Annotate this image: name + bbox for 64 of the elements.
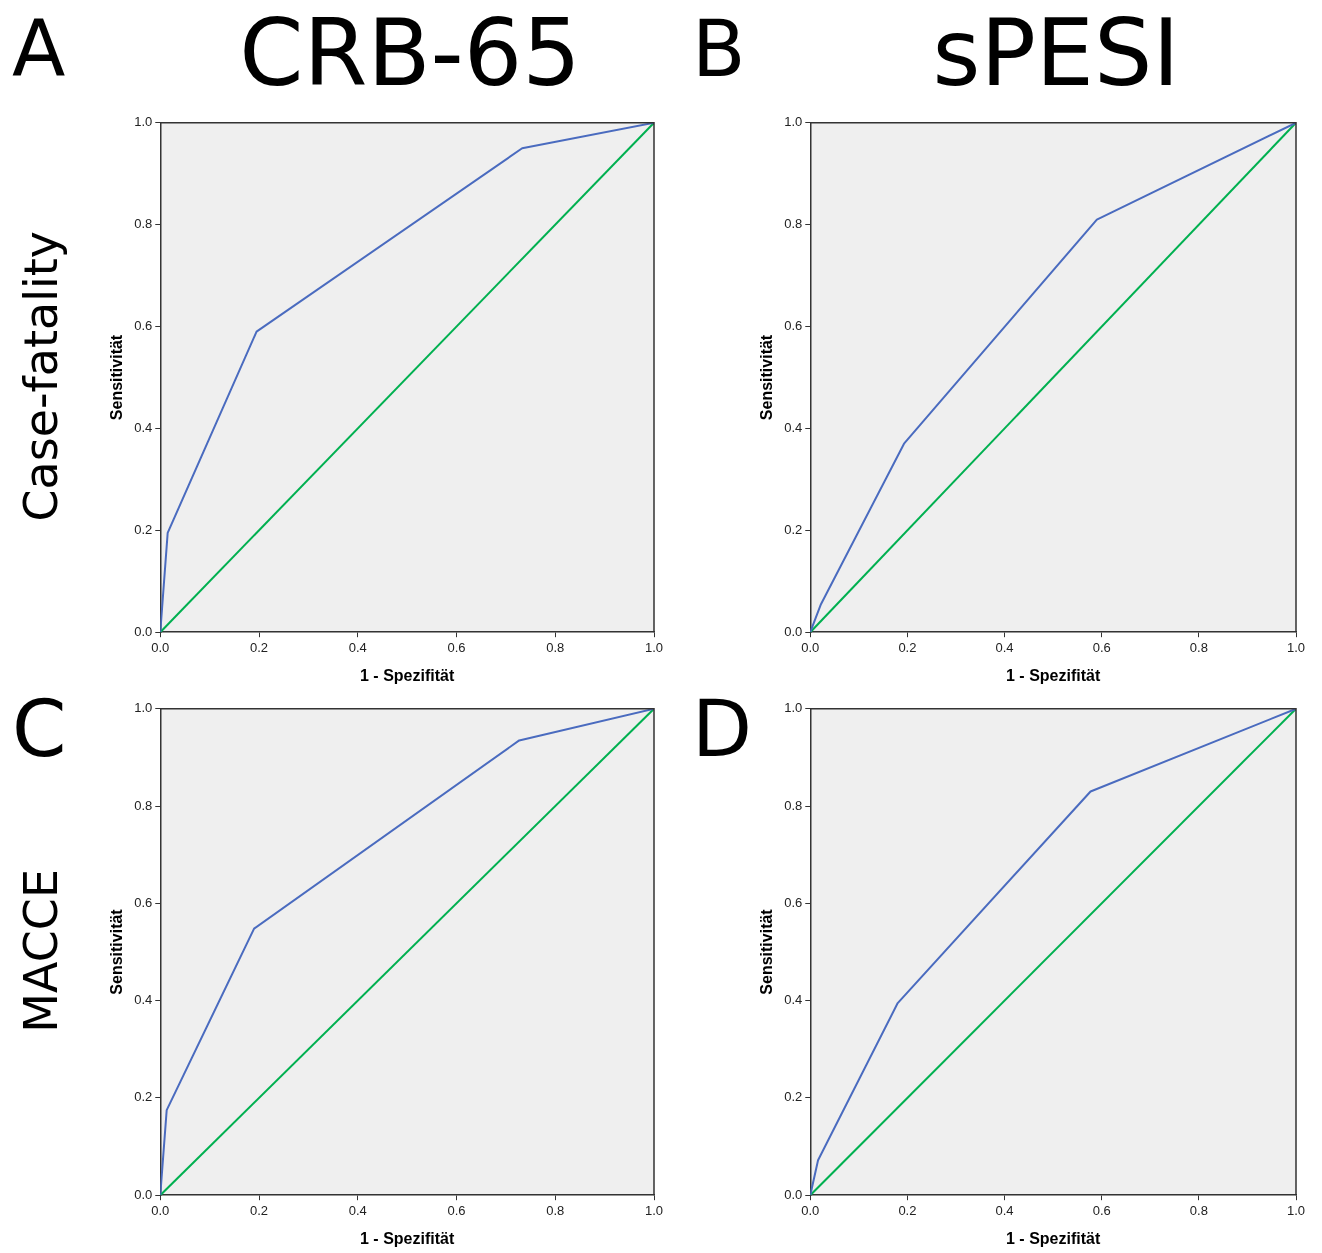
text: D: [692, 684, 753, 774]
x-tick-label: 0.2: [249, 639, 269, 655]
y-tick-label: 0.4: [784, 992, 803, 1008]
y-tick-label: 0.2: [784, 1089, 803, 1105]
y-tick-label: 0.6: [134, 894, 153, 910]
chart-title: CRB-65: [238, 0, 582, 107]
x-tick-label: 0.0: [801, 639, 820, 655]
x-tick-label: 0.6: [447, 639, 466, 655]
y-tick-label: 0.0: [784, 1186, 803, 1202]
y-tick-label: 0.6: [784, 318, 803, 334]
x-tick-label: 0.4: [995, 639, 1014, 655]
y-tick-label: 1.0: [784, 114, 803, 130]
x-tick-label: 0.2: [898, 639, 917, 655]
x-tick-label: 0.8: [1189, 1202, 1208, 1218]
x-axis-title: 1 - Spezifität: [1006, 1229, 1101, 1247]
y-tick-label: 0.0: [784, 623, 803, 639]
x-axis-title: 1 - Spezifität: [360, 1229, 455, 1247]
chart-title: sPESI: [931, 0, 1181, 107]
y-axis-title: Sensitivität: [758, 908, 776, 995]
y-tick-label: 0.4: [134, 420, 153, 436]
y-tick-label: 0.8: [784, 797, 803, 813]
y-tick-label: 0.4: [134, 992, 153, 1008]
y-axis-title: Sensitivität: [108, 334, 126, 421]
y-tick-label: 0.8: [134, 216, 153, 232]
x-tick-label: 0.8: [546, 1202, 565, 1218]
text: Case-fatality: [14, 230, 68, 522]
y-tick-label: 0.4: [784, 420, 803, 436]
x-tick-label: 1.0: [1286, 1202, 1306, 1218]
y-tick-label: 0.2: [784, 521, 803, 537]
x-tick-label: 1.0: [1286, 639, 1306, 655]
y-tick-label: 1.0: [784, 700, 803, 716]
y-tick-label: 0.0: [134, 1186, 153, 1202]
y-tick-label: 0.8: [784, 216, 803, 232]
y-tick-label: 1.0: [134, 114, 153, 130]
text: C: [12, 684, 67, 774]
text: MACCE: [14, 868, 68, 1033]
x-tick-label: 1.0: [644, 1202, 664, 1218]
x-tick-label: 0.8: [1189, 639, 1208, 655]
x-tick-label: 0.4: [348, 1202, 367, 1218]
y-tick-label: 0.6: [784, 894, 803, 910]
x-tick-label: 0.2: [249, 1202, 269, 1218]
y-tick-label: 1.0: [134, 700, 153, 716]
x-tick-label: 0.6: [447, 1202, 466, 1218]
x-tick-label: 0.0: [151, 639, 170, 655]
x-tick-label: 0.0: [801, 1202, 820, 1218]
y-tick-label: 0.2: [134, 1089, 153, 1105]
x-tick-label: 0.8: [546, 639, 565, 655]
x-tick-label: 0.0: [151, 1202, 170, 1218]
x-tick-label: 0.6: [1092, 639, 1111, 655]
y-axis-title: Sensitivität: [758, 334, 776, 421]
y-tick-label: 0.2: [134, 521, 153, 537]
x-tick-label: 0.4: [995, 1202, 1014, 1218]
text: A: [12, 4, 66, 94]
x-tick-label: 0.4: [348, 639, 367, 655]
x-tick-label: 1.0: [644, 639, 664, 655]
y-axis-title: Sensitivität: [108, 908, 126, 995]
x-axis-title: 1 - Spezifität: [360, 666, 455, 684]
x-tick-label: 0.2: [898, 1202, 917, 1218]
y-tick-label: 0.0: [134, 623, 153, 639]
text: B: [692, 4, 746, 94]
y-tick-label: 0.8: [134, 797, 153, 813]
x-tick-label: 0.6: [1092, 1202, 1111, 1218]
y-tick-label: 0.6: [134, 318, 153, 334]
x-axis-title: 1 - Spezifität: [1006, 666, 1101, 684]
